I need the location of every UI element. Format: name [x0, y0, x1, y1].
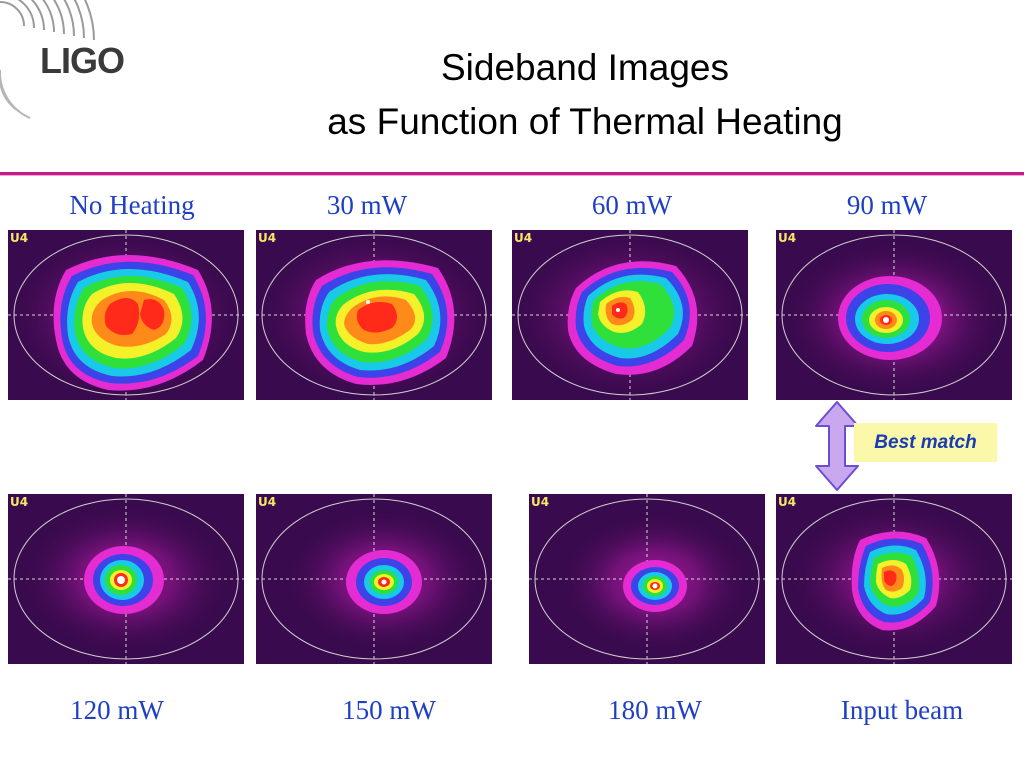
- beam-image-no-heating: U4: [8, 230, 244, 400]
- panel-tag: U4: [778, 231, 796, 245]
- label-no-heating: No Heating: [69, 190, 195, 220]
- beam-image-120mw: U4: [8, 494, 244, 664]
- panel-tag: U4: [10, 231, 28, 245]
- panel-tag: U4: [778, 495, 796, 509]
- ligo-logo-text: LIGO: [40, 40, 125, 81]
- slide-title-line1: Sideband Images: [441, 47, 729, 88]
- best-match-callout: Best match: [854, 423, 997, 462]
- ligo-logo-arcs: [0, 0, 95, 119]
- panel-tag: U4: [514, 231, 532, 245]
- panel-tag: U4: [10, 495, 28, 509]
- label-30mw: 30 mW: [326, 190, 408, 220]
- slide-title-line2: as Function of Thermal Heating: [327, 101, 843, 142]
- label-150mw: 150 mW: [342, 695, 436, 725]
- panel-tag: U4: [258, 495, 276, 509]
- beam-image-30mw: U4: [256, 230, 492, 400]
- double-arrow-vertical-icon: [815, 401, 859, 491]
- beam-image-150mw: U4: [256, 494, 492, 664]
- beam-image-180mw: U4: [529, 494, 765, 664]
- label-180mw: 180 mW: [608, 695, 702, 725]
- title-divider: [0, 172, 1024, 175]
- label-120mw: 120 mW: [70, 695, 164, 725]
- panel-tag: U4: [531, 495, 549, 509]
- label-90mw: 90 mW: [846, 190, 928, 220]
- label-input-beam: Input beam: [840, 695, 964, 725]
- beam-image-input-beam: U4: [776, 494, 1012, 664]
- panel-tag: U4: [258, 231, 276, 245]
- beam-image-90mw: U4: [776, 230, 1012, 400]
- beam-image-60mw: U4: [512, 230, 748, 400]
- title-divider-shadow: [0, 175, 1024, 176]
- label-60mw: 60 mW: [591, 190, 673, 220]
